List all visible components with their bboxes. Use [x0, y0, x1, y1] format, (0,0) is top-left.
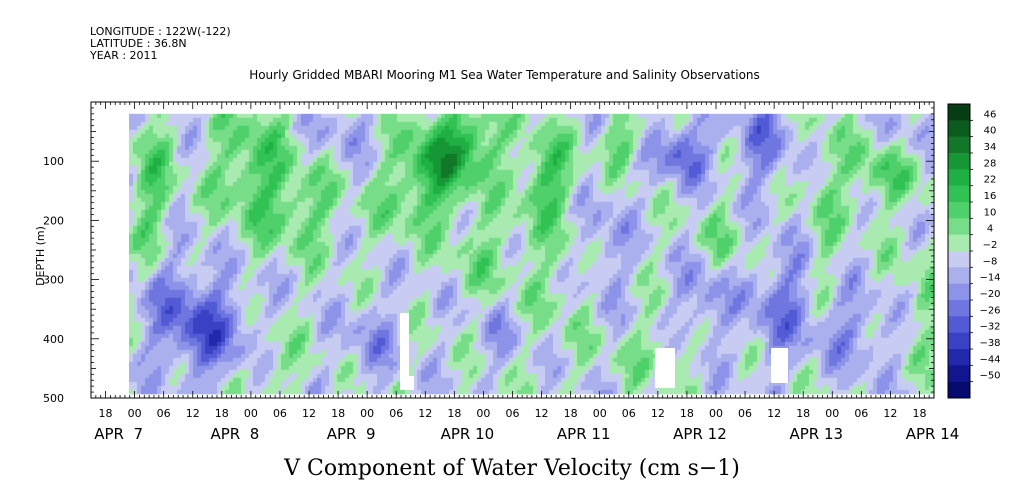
latitude-label: LATITUDE : 36.8N — [90, 37, 187, 50]
x-date-label: APR 8 — [210, 425, 259, 443]
x-tick-label: 12 — [418, 407, 432, 420]
x-date-label: APR 10 — [441, 425, 495, 443]
x-date-label: APR 11 — [557, 425, 611, 443]
x-date-label: APR 14 — [906, 425, 960, 443]
colorbar-label: −2 — [983, 240, 998, 251]
colorbar-swatch — [948, 185, 970, 203]
x-tick-label: 12 — [302, 407, 316, 420]
colorbar-label: −38 — [979, 338, 1000, 349]
x-date-label: APR 9 — [327, 425, 376, 443]
colorbar-swatch — [948, 381, 970, 399]
x-date-label: APR 7 — [94, 425, 143, 443]
x-tick-label: 06 — [157, 407, 171, 420]
x-tick-label: 18 — [564, 407, 578, 420]
colorbar-swatch — [948, 316, 970, 333]
x-axis-label: V Component of Water Velocity (cm s−1) — [283, 456, 740, 481]
x-tick-label: 06 — [506, 407, 520, 420]
x-tick-label: 18 — [447, 407, 461, 420]
x-tick-label: 06 — [622, 407, 636, 420]
colorbar-label: 40 — [984, 126, 997, 137]
colorbar: 46 40 34 28 22 16 10 4 −2 −8 −14 −20 −26 −32 −38 −44 −50 — [947, 103, 1001, 399]
colorbar-label: 16 — [984, 191, 997, 202]
y-tick-label: 100 — [43, 155, 64, 168]
y-tick-label: 300 — [43, 274, 64, 287]
colorbar-swatch — [948, 120, 970, 137]
colorbar-label: 4 — [987, 224, 993, 235]
colorbar-swatch — [948, 365, 970, 382]
x-tick-label: 00 — [825, 407, 839, 420]
colorbar-label: 28 — [984, 158, 997, 169]
colorbar-swatch — [948, 153, 970, 170]
colorbar-swatch — [948, 218, 970, 235]
x-tick-label: 00 — [593, 407, 607, 420]
y-tick-label: 500 — [43, 392, 64, 405]
x-tick-label: 12 — [767, 407, 781, 420]
colorbar-swatch — [948, 332, 970, 350]
x-tick-label: 12 — [883, 407, 897, 420]
longitude-label: LONGITUDE : 122W(-122) — [90, 25, 231, 38]
colorbar-label: −14 — [979, 273, 1000, 284]
colorbar-swatch — [948, 136, 970, 154]
year-label: YEAR : 2011 — [90, 49, 158, 62]
x-tick-label: 06 — [389, 407, 403, 420]
y-tick-label: 200 — [43, 214, 64, 227]
colorbar-swatch — [948, 251, 970, 268]
colorbar-swatch — [948, 267, 970, 284]
colorbar-label: −44 — [979, 354, 1000, 365]
x-date-label: APR 13 — [789, 425, 843, 443]
colorbar-swatch — [948, 349, 970, 366]
x-tick-label: 18 — [912, 407, 926, 420]
x-tick-label: 18 — [215, 407, 229, 420]
colorbar-swatch — [948, 234, 970, 252]
x-tick-label: 06 — [854, 407, 868, 420]
x-date-label: APR 12 — [673, 425, 727, 443]
colorbar-label: −26 — [979, 305, 1000, 316]
x-tick-label: 12 — [186, 407, 200, 420]
x-tick-label: 00 — [128, 407, 142, 420]
x-tick-label: 00 — [360, 407, 374, 420]
colorbar-label: 10 — [984, 207, 997, 218]
x-tick-label: 18 — [796, 407, 810, 420]
chart-title: Hourly Gridded MBARI Mooring M1 Sea Wate… — [249, 68, 760, 82]
x-tick-label: 18 — [99, 407, 113, 420]
x-tick-label: 12 — [535, 407, 549, 420]
colorbar-swatch — [948, 104, 970, 121]
colorbar-swatch — [948, 169, 970, 186]
x-tick-label: 12 — [651, 407, 665, 420]
x-tick-label: 00 — [244, 407, 258, 420]
colorbar-swatch — [948, 283, 970, 301]
x-tick-label: 18 — [680, 407, 694, 420]
colorbar-label: −50 — [979, 371, 1000, 382]
colorbar-label: −32 — [979, 322, 1000, 333]
x-tick-label: 18 — [331, 407, 345, 420]
colorbar-label: 34 — [984, 142, 997, 153]
x-tick-label: 06 — [273, 407, 287, 420]
x-tick-label: 00 — [709, 407, 723, 420]
colorbar-label: 46 — [984, 109, 997, 120]
colorbar-swatch — [948, 202, 970, 219]
x-tick-label: 00 — [476, 407, 490, 420]
plot-axes: 18 00 06 12 18 00 06 12 18 00 06 12 18 00 06 12 18 00 06 12… — [43, 101, 960, 443]
colorbar-swatch — [948, 300, 970, 317]
plot-field — [129, 113, 934, 395]
x-tick-label: 06 — [738, 407, 752, 420]
colorbar-label: −20 — [979, 289, 1000, 300]
colorbar-label: 22 — [984, 175, 997, 186]
y-tick-label: 400 — [43, 333, 64, 346]
y-axis-label: DEPTH (m) — [34, 226, 47, 286]
colorbar-label: −8 — [983, 256, 998, 267]
